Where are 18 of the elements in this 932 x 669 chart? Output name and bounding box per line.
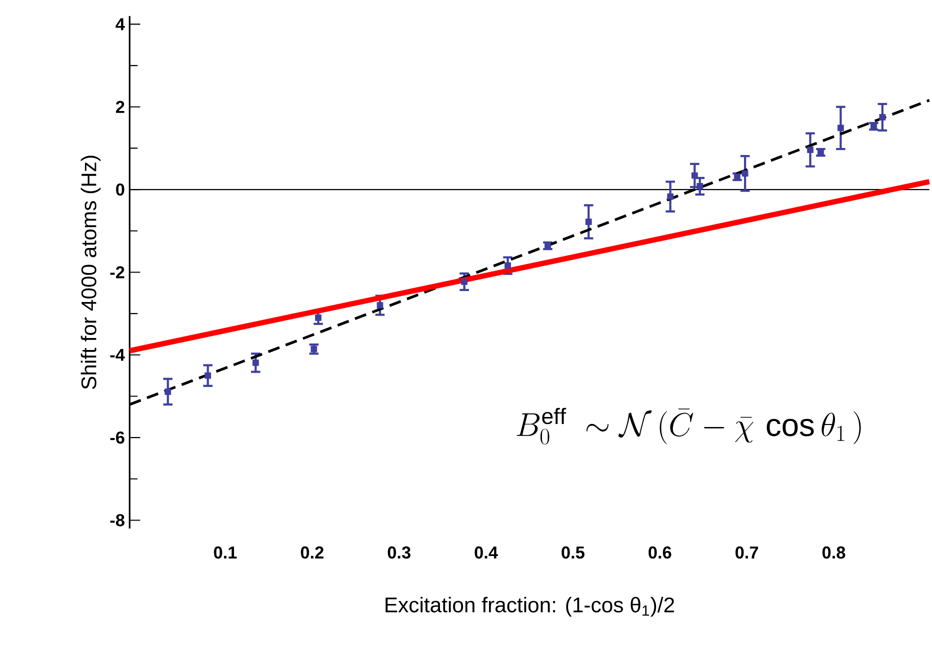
annotation: $B_0^{\mathrm{eff}}\ \sim\mathcal{N}\,(\bar{C}-\bar{\chi}\,\cos\theta_1\,)$	[516, 408, 861, 444]
y-tick-label: -4	[110, 348, 125, 361]
x-tick-label: 0.7	[736, 546, 758, 559]
x-tick-label: 0.6	[648, 546, 672, 559]
x-tick-label: 0.5	[562, 546, 584, 559]
y-tick-label: 2	[116, 100, 124, 113]
y-tick-label: -2	[110, 266, 124, 278]
y-axis-title: Shift for 4000 atoms (Hz)	[80, 156, 101, 389]
y-tick-label: -8	[110, 514, 124, 526]
x-axis-title: Excitation fraction: (1-cos θ$_{1}$)/2	[386, 596, 674, 617]
x-tick-label: 0.2	[300, 546, 324, 559]
y-tick-label: 4	[116, 18, 125, 30]
x-tick-label: 0.3	[388, 546, 410, 559]
y-tick-label: 0	[116, 183, 124, 196]
x-tick-label: 0.8	[822, 546, 846, 559]
x-tick-label: 0.4	[474, 546, 498, 559]
y-tick-label: -6	[110, 431, 124, 444]
x-tick-label: 0.1	[214, 546, 237, 559]
